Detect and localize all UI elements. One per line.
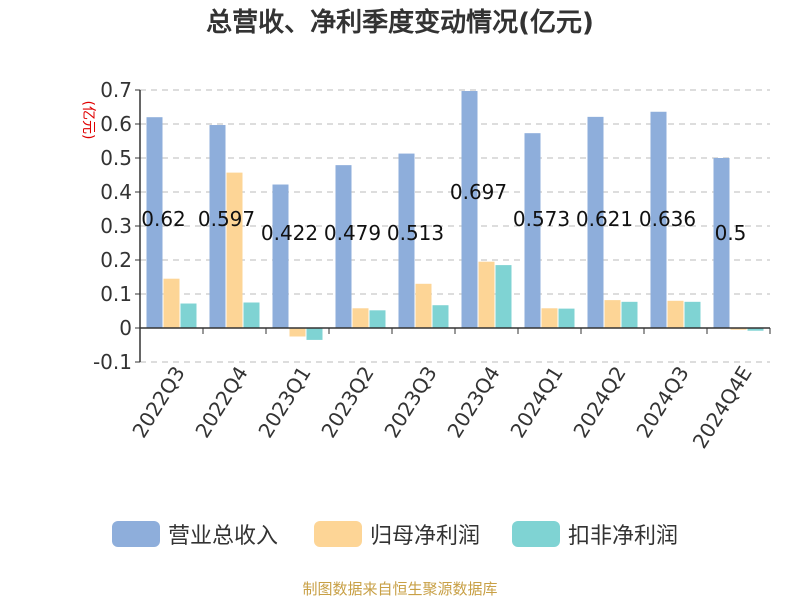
bar-revenue — [209, 125, 226, 329]
data-label: 0.573 — [513, 207, 570, 231]
bar-deducted-net-profit — [558, 308, 575, 328]
legend-label: 归母净利润 — [370, 524, 480, 549]
bar-net-profit — [226, 172, 243, 328]
data-label: 0.636 — [639, 207, 696, 231]
x-tick-label: 2023Q2 — [316, 362, 378, 442]
bar-revenue — [272, 184, 289, 328]
bars — [146, 91, 764, 340]
y-tick-label: 0 — [119, 316, 132, 340]
bar-deducted-net-profit — [369, 310, 386, 328]
y-tick-label: 0.2 — [100, 248, 132, 272]
bar-net-profit — [667, 300, 684, 328]
data-label: 0.597 — [198, 207, 255, 231]
chart-title: 总营收、净利季度变动情况(亿元) — [206, 7, 594, 38]
bar-revenue — [461, 91, 478, 329]
bar-deducted-net-profit — [747, 328, 764, 331]
bar-revenue — [398, 153, 415, 328]
bar-net-profit — [730, 328, 747, 330]
bar-net-profit — [478, 261, 495, 328]
data-label: 0.62 — [141, 207, 186, 231]
y-tick-label: 0.1 — [100, 282, 132, 306]
x-tick-label: 2024Q3 — [631, 362, 693, 442]
x-tick-label: 2022Q4 — [190, 362, 252, 442]
x-tick-label: 2022Q3 — [127, 362, 189, 442]
x-tick-label: 2023Q4 — [442, 362, 504, 442]
bar-revenue — [713, 158, 730, 328]
bar-revenue — [650, 111, 667, 328]
y-tick-label: 0.3 — [100, 214, 132, 238]
bar-deducted-net-profit — [684, 301, 701, 328]
legend-swatch — [512, 521, 560, 547]
y-tick-label: -0.1 — [93, 350, 132, 374]
bar-net-profit — [604, 300, 621, 328]
y-tick-label: 0.6 — [100, 112, 132, 136]
bar-deducted-net-profit — [306, 328, 323, 340]
bar-revenue — [146, 117, 163, 328]
y-axis-unit-label: (亿元) — [80, 101, 96, 140]
x-tick-label: 2023Q1 — [253, 362, 315, 442]
source-note: 制图数据来自恒生聚源数据库 — [302, 580, 497, 598]
legend-swatch — [314, 521, 362, 547]
data-label: 0.513 — [387, 221, 444, 245]
legend-swatch — [112, 521, 160, 547]
bar-revenue — [335, 165, 352, 328]
data-label: 0.697 — [450, 180, 507, 204]
y-tick-label: 0.7 — [100, 78, 132, 102]
data-label: 0.5 — [715, 221, 747, 245]
bar-deducted-net-profit — [621, 301, 638, 328]
x-tick-label: 2023Q3 — [379, 362, 441, 442]
y-tick-label: 0.5 — [100, 146, 132, 170]
legend: 营业总收入 归母净利润 扣非净利润 — [112, 521, 678, 549]
bar-deducted-net-profit — [432, 305, 449, 328]
bar-revenue — [587, 116, 604, 328]
bar-net-profit — [541, 308, 558, 328]
bar-deducted-net-profit — [495, 265, 512, 328]
legend-label: 营业总收入 — [168, 524, 278, 549]
bar-net-profit — [352, 308, 369, 328]
y-tick-label: 0.4 — [100, 180, 132, 204]
data-label: 0.422 — [261, 221, 318, 245]
x-tick-label: 2024Q1 — [505, 362, 567, 442]
bar-deducted-net-profit — [180, 303, 197, 328]
bar-net-profit — [415, 283, 432, 328]
bar-net-profit — [289, 328, 306, 337]
x-tick-label: 2024Q4E — [688, 362, 757, 453]
data-label: 0.621 — [576, 207, 633, 231]
bar-revenue — [524, 133, 541, 328]
legend-label: 扣非净利润 — [568, 524, 678, 549]
bar-net-profit — [163, 278, 180, 328]
x-tick-label: 2024Q2 — [568, 362, 630, 442]
bar-deducted-net-profit — [243, 302, 260, 328]
data-label: 0.479 — [324, 221, 381, 245]
